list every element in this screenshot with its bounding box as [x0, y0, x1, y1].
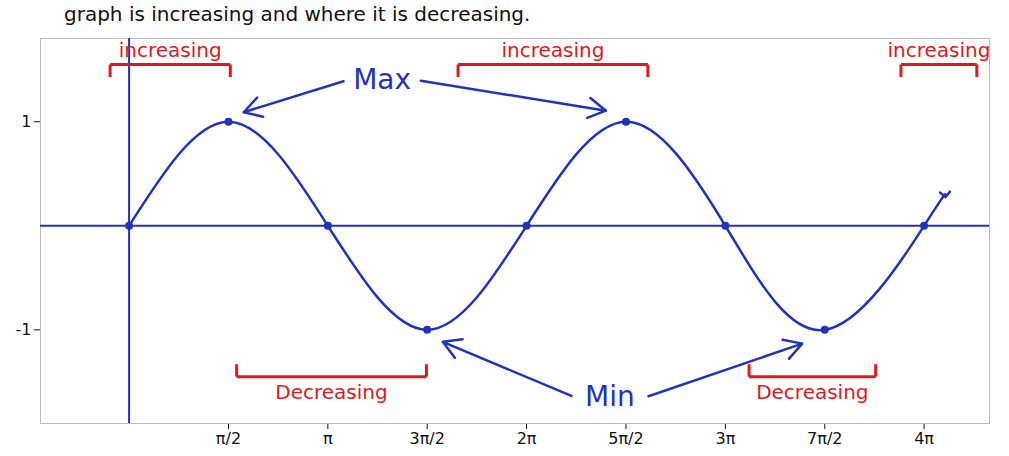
html-text:graph is increasing and where: graph is increasing and where it is decr…	[64, 2, 531, 26]
svg-text:3π: 3π	[715, 429, 735, 448]
svg-text:-1: -1	[16, 320, 32, 339]
svg-text:increasing: increasing	[501, 38, 604, 62]
svg-text:2π: 2π	[517, 429, 537, 448]
svg-text:increasing: increasing	[119, 38, 222, 62]
svg-text:Min: Min	[585, 380, 635, 413]
svg-text:Decreasing: Decreasing	[275, 380, 387, 404]
svg-text:4π: 4π	[914, 429, 934, 448]
svg-text:Decreasing: Decreasing	[756, 380, 868, 404]
svg-text:7π/2: 7π/2	[807, 429, 842, 448]
svg-text:5π/2: 5π/2	[608, 429, 643, 448]
svg-text:π/2: π/2	[216, 429, 241, 448]
svg-text:1: 1	[21, 112, 31, 131]
svg-text:increasing: increasing	[887, 38, 990, 62]
svg-text:Max: Max	[353, 63, 411, 96]
svg-text:3π/2: 3π/2	[409, 429, 444, 448]
svg-text:π: π	[323, 429, 333, 448]
